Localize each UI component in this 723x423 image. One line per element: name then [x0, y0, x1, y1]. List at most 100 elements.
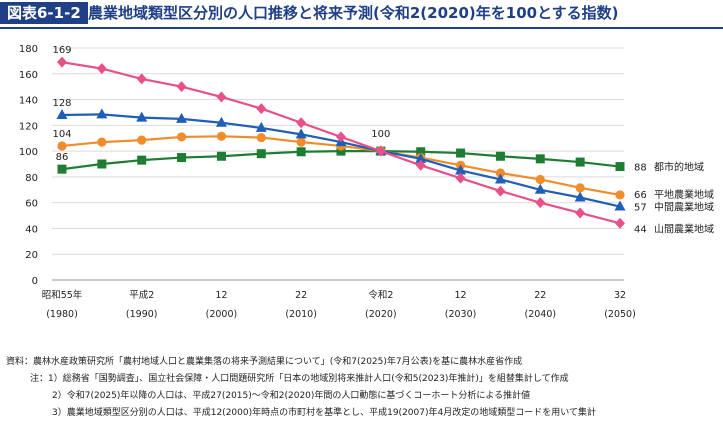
data-point-circle — [296, 137, 306, 147]
data-point-triangle — [176, 112, 188, 123]
annotation-label: 100 — [371, 129, 390, 140]
note-3: 3）農業地域類型区分別の人口は、平成12(2000)年時点の市町村を基準とし、平… — [52, 408, 596, 418]
series-lines — [56, 56, 626, 229]
data-point-circle — [535, 174, 545, 185]
data-point-circle — [495, 168, 506, 178]
data-point-triangle — [215, 116, 227, 127]
data-point-diamond — [216, 91, 227, 103]
y-tick-label: 140 — [19, 96, 38, 107]
series-name-label: 中間農業地域 — [654, 201, 714, 214]
y-tick-label: 60 — [25, 199, 38, 210]
data-point-triangle — [534, 183, 546, 194]
line-chart: 0 20 40 60 80 100 120 140 160 180 昭和55年 (1980) 平成2 (… — [19, 44, 714, 320]
data-point-square — [296, 147, 306, 157]
data-point-diamond — [415, 159, 426, 171]
start-value-label: 86 — [56, 152, 69, 163]
data-point-circle — [57, 141, 67, 151]
x-tick-era-label: 平成2 — [129, 289, 154, 301]
x-tick-era-label: 12 — [215, 290, 227, 301]
x-tick-era-label: 昭和55年 — [42, 289, 83, 301]
data-point-diamond — [455, 172, 466, 184]
end-value-label: 57 — [634, 203, 647, 214]
start-value-label: 128 — [52, 98, 71, 109]
x-tick-era-label: 32 — [614, 290, 626, 301]
data-point-diamond — [256, 103, 267, 115]
data-point-diamond — [336, 131, 346, 143]
chart-title: 農業地域類型区分別の人口推移と将来予測(令和2(2020)年を100とする指数) — [88, 4, 619, 22]
data-point-square — [336, 146, 346, 156]
data-point-square — [456, 148, 466, 158]
data-point-diamond — [176, 81, 187, 93]
data-point-circle — [256, 132, 266, 143]
note-2: 2）令和7(2025)年以降の人口は、平成27(2015)〜令和2(2020)年… — [52, 391, 531, 401]
data-point-triangle — [455, 164, 467, 175]
x-tick-year-label: (2020) — [365, 309, 397, 320]
x-tick-year-label: (1980) — [46, 309, 78, 320]
data-point-triangle — [96, 108, 108, 119]
data-point-diamond — [495, 185, 506, 197]
data-point-diamond — [136, 73, 147, 85]
end-value-label: 88 — [634, 163, 647, 174]
x-tick-year-label: (2010) — [285, 309, 317, 320]
data-point-triangle — [136, 111, 148, 122]
data-point-triangle — [574, 191, 586, 202]
data-point-triangle — [614, 200, 626, 211]
figure-number: 図表6-1-2 — [0, 2, 88, 24]
y-tick-label: 100 — [19, 147, 38, 158]
x-tick-era-label: 22 — [534, 290, 546, 301]
title-underline — [0, 27, 723, 29]
data-point-square — [615, 162, 625, 172]
y-tick-label: 160 — [19, 70, 38, 81]
data-point-diamond — [57, 56, 67, 68]
data-point-square — [137, 155, 147, 165]
y-tick-label: 180 — [19, 44, 38, 55]
x-tick-year-label: (2030) — [445, 309, 477, 320]
data-point-diamond — [575, 207, 586, 219]
data-point-diamond — [375, 145, 386, 157]
x-tick-era-label: 令和2 — [368, 289, 393, 301]
y-tick-label: 40 — [25, 224, 38, 235]
data-point-square — [495, 151, 505, 161]
data-point-triangle — [56, 109, 68, 120]
data-point-square — [177, 153, 187, 163]
title-bar: 図表6-1-2 農業地域類型区分別の人口推移と将来予測(令和2(2020)年を1… — [0, 0, 723, 30]
data-point-square — [256, 149, 266, 159]
end-value-label: 44 — [634, 224, 647, 235]
data-point-square — [216, 151, 226, 161]
end-value-label: 66 — [634, 190, 647, 201]
start-value-label: 169 — [52, 45, 71, 56]
x-tick-era-label: 22 — [295, 290, 307, 301]
data-point-diamond — [535, 197, 546, 209]
data-point-circle — [97, 137, 107, 147]
y-tick-label: 120 — [19, 121, 38, 132]
data-point-triangle — [415, 152, 427, 163]
series-name-label: 都市的地域 — [654, 161, 704, 174]
data-point-square — [535, 154, 545, 164]
data-point-circle — [575, 183, 585, 193]
data-point-triangle — [295, 128, 307, 139]
start-value-label: 104 — [52, 129, 71, 140]
series-name-label: 山間農業地域 — [654, 222, 714, 235]
data-point-circle — [137, 135, 147, 145]
data-point-circle — [615, 190, 625, 200]
data-point-square — [575, 157, 585, 167]
data-point-triangle — [255, 121, 267, 132]
x-tick-year-label: (2040) — [524, 309, 556, 320]
data-point-diamond — [615, 217, 625, 229]
data-labels: 86 88 都市的地域 104 66 平地農業地域 128 57 中間農業地域 169 44 山間農業… — [52, 45, 714, 235]
source-note: 資料：農林水産政策研究所「農村地域人口と農業集落の将来予測結果について」(令和7… — [6, 357, 523, 367]
x-tick-year-label: (2050) — [604, 309, 636, 320]
data-point-diamond — [96, 63, 107, 75]
x-tick-era-label: 12 — [455, 290, 467, 301]
y-tick-label: 20 — [25, 250, 38, 261]
data-point-square — [57, 164, 67, 174]
data-point-circle — [176, 132, 187, 142]
x-tick-year-label: (2000) — [206, 309, 238, 320]
y-tick-label: 80 — [25, 173, 38, 184]
data-point-square — [97, 159, 107, 169]
y-axis-ticks: 0 20 40 60 80 100 120 140 160 180 — [19, 44, 38, 287]
x-axis-ticks: 昭和55年 (1980) 平成2 (1990) 12 (2000) 22 (2010) 令和2 (… — [42, 289, 636, 320]
series-name-label: 平地農業地域 — [654, 188, 714, 201]
note-1: 注：1）総務省「国勢調査」、国立社会保障・人口問題研究所「日本の地域別将来推計人… — [30, 374, 569, 384]
data-point-square — [416, 147, 426, 157]
